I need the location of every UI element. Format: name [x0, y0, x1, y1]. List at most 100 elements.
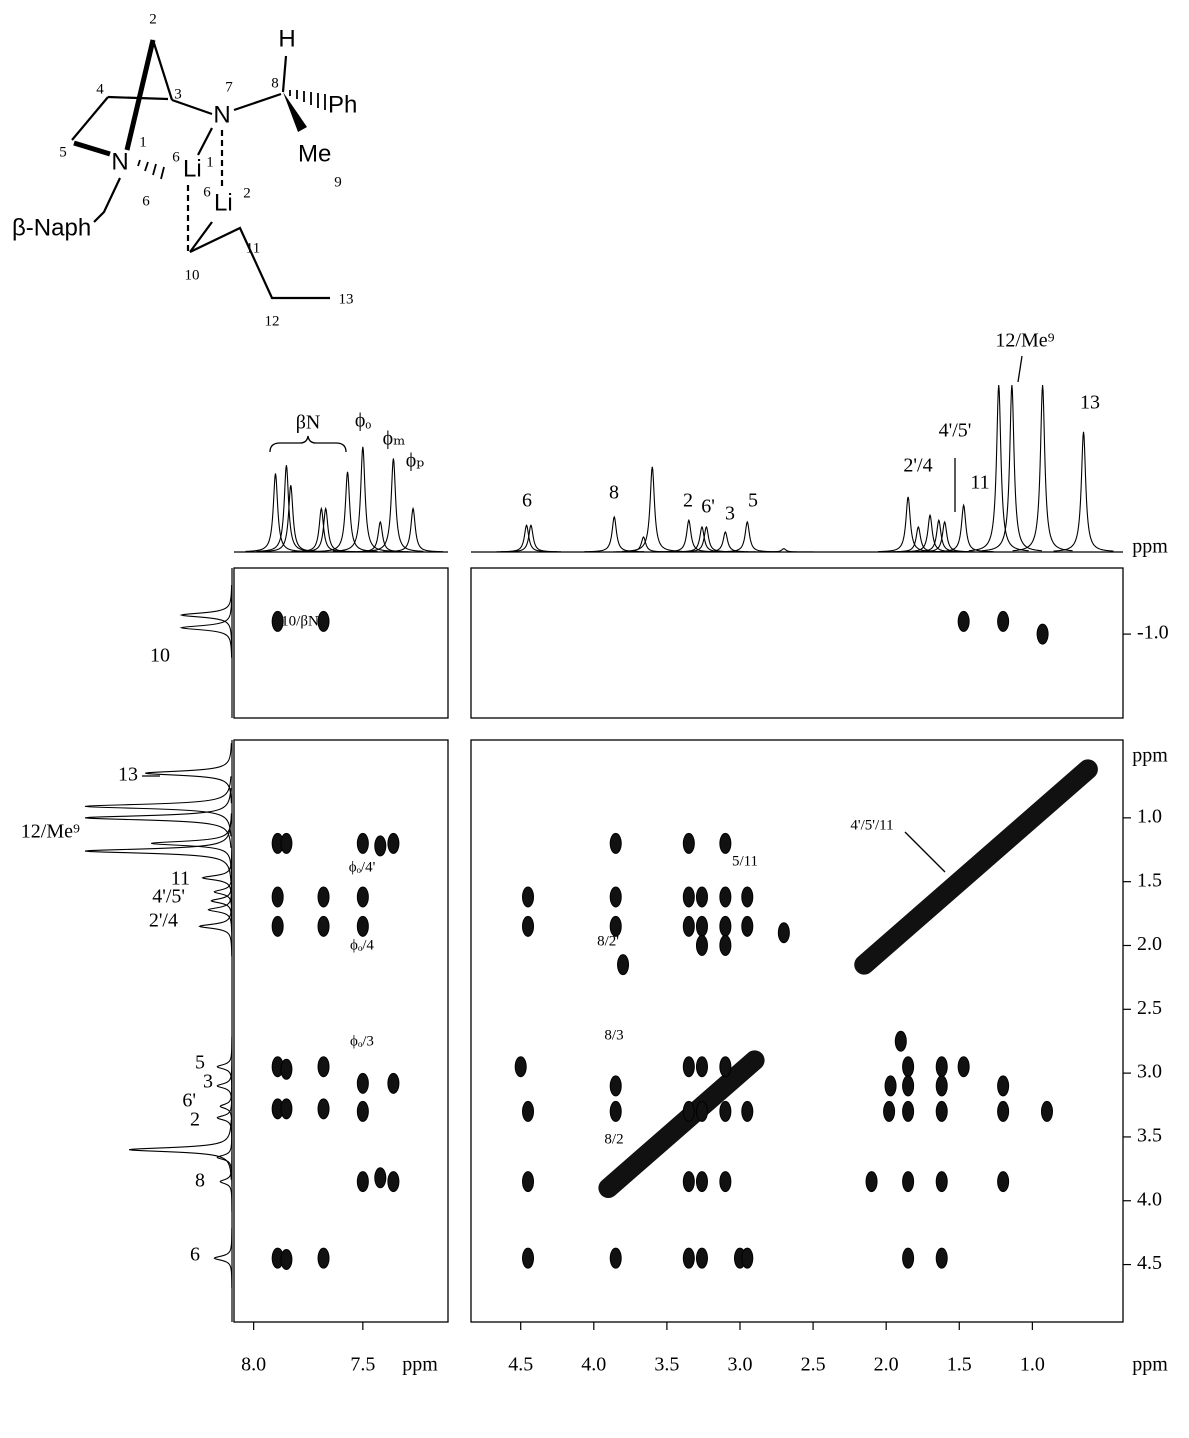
- bond: [233, 92, 282, 112]
- cross-peak: [935, 1075, 948, 1097]
- x-tick-label: 4.0: [581, 1354, 606, 1376]
- peak: [179, 597, 233, 658]
- peak: [363, 458, 424, 552]
- wedge-bond: [283, 92, 307, 132]
- cross-peak: [719, 1056, 732, 1078]
- bond: [197, 127, 213, 156]
- annotation: ϕₒ: [355, 410, 372, 432]
- cross-peak: [317, 610, 330, 632]
- cross-peak: [514, 1056, 527, 1078]
- cross-peak: [957, 610, 970, 632]
- cross-peak: [317, 1056, 330, 1078]
- cross-peak: [777, 922, 790, 944]
- annotation: 3: [725, 503, 735, 525]
- cross-peak: [522, 915, 535, 937]
- annotation: 6': [182, 1090, 196, 1112]
- cross-peak: [356, 915, 369, 937]
- peak: [981, 384, 1042, 552]
- cross-peak: [682, 832, 695, 854]
- cross-peak: [522, 1100, 535, 1122]
- y-tick-label: 3.5: [1137, 1125, 1162, 1147]
- cross-peak: [695, 886, 708, 908]
- atom-label: 6: [142, 193, 150, 209]
- atom-label: 2: [149, 11, 157, 27]
- peak: [622, 466, 683, 552]
- peak: [291, 506, 352, 553]
- bond: [189, 221, 213, 253]
- peak: [256, 465, 317, 552]
- cross-peak: [609, 915, 622, 937]
- cross-peak: [356, 1072, 369, 1094]
- peak: [84, 787, 232, 848]
- panel-frame: [233, 567, 449, 719]
- peak: [216, 1055, 233, 1116]
- annotation: ϕₒ/4: [350, 937, 374, 953]
- cross-peak: [609, 1075, 622, 1097]
- atom-label: Ph: [328, 91, 357, 118]
- peak: [145, 743, 232, 804]
- annotation: 10: [150, 645, 170, 667]
- cross-peak: [682, 1247, 695, 1269]
- atom-label: 8: [271, 75, 279, 91]
- cross-peak: [997, 1171, 1010, 1193]
- peak: [914, 520, 975, 553]
- y-tick-label: 3.0: [1137, 1061, 1162, 1083]
- cross-peak: [741, 915, 754, 937]
- annotation: 4'/5': [152, 886, 185, 908]
- peak: [219, 1076, 233, 1137]
- annotation: 6: [522, 490, 532, 512]
- atom-label: Li: [214, 189, 233, 216]
- cross-peak: [609, 832, 622, 854]
- x-tick-label: 4.5: [508, 1354, 533, 1376]
- cross-peak: [387, 832, 400, 854]
- cross-peak: [682, 886, 695, 908]
- annotation: 4'/5'/11: [850, 817, 893, 833]
- x-tick-label: 3.0: [727, 1354, 752, 1376]
- cross-peak: [356, 886, 369, 908]
- cross-peak: [387, 1072, 400, 1094]
- annotation: ϕₒ/4': [349, 859, 376, 875]
- annotation: 5: [748, 490, 758, 512]
- y-tick-label: 2.5: [1137, 997, 1162, 1019]
- cross-peak: [271, 915, 284, 937]
- annotation: 8: [195, 1170, 205, 1192]
- y-tick-label: 4.5: [1137, 1252, 1162, 1274]
- leader-line: [1017, 355, 1023, 383]
- cross-peak: [997, 1075, 1010, 1097]
- cross-peak: [317, 1247, 330, 1269]
- peak: [1012, 384, 1073, 552]
- cross-peak: [902, 1075, 915, 1097]
- cross-peak: [719, 1171, 732, 1193]
- annotation: 8: [609, 482, 619, 504]
- annotation: 3: [203, 1071, 213, 1093]
- annotation: 11: [970, 472, 989, 494]
- cross-peak: [1040, 1100, 1053, 1122]
- y-tick-label: 4.0: [1137, 1188, 1162, 1210]
- x-tick-label: 1.0: [1020, 1354, 1045, 1376]
- annotation: 2: [190, 1109, 200, 1131]
- cross-peak: [997, 1100, 1010, 1122]
- bond: [71, 96, 109, 141]
- annotation: βN: [296, 412, 321, 434]
- cross-peak: [865, 1171, 878, 1193]
- peak: [213, 1228, 233, 1289]
- atom-label: 7: [225, 79, 233, 95]
- cross-peak: [935, 1100, 948, 1122]
- cross-peak: [374, 1167, 387, 1189]
- cross-peak: [883, 1100, 896, 1122]
- peak: [219, 1151, 233, 1212]
- cross-peak: [719, 832, 732, 854]
- atom-label: 6: [203, 184, 211, 200]
- atom-label: 11: [246, 240, 260, 256]
- peak: [933, 503, 994, 553]
- atom-label: β-Naph: [12, 214, 91, 241]
- cross-peak: [356, 1100, 369, 1122]
- x-tick-label: 8.0: [241, 1354, 266, 1376]
- cross-peak: [609, 886, 622, 908]
- cross-peak: [935, 1056, 948, 1078]
- cross-peak: [280, 1248, 293, 1270]
- atom-label: N: [111, 148, 128, 175]
- hashed-bond: [289, 90, 326, 110]
- atom-label: Li: [183, 155, 202, 182]
- bond: [107, 95, 169, 101]
